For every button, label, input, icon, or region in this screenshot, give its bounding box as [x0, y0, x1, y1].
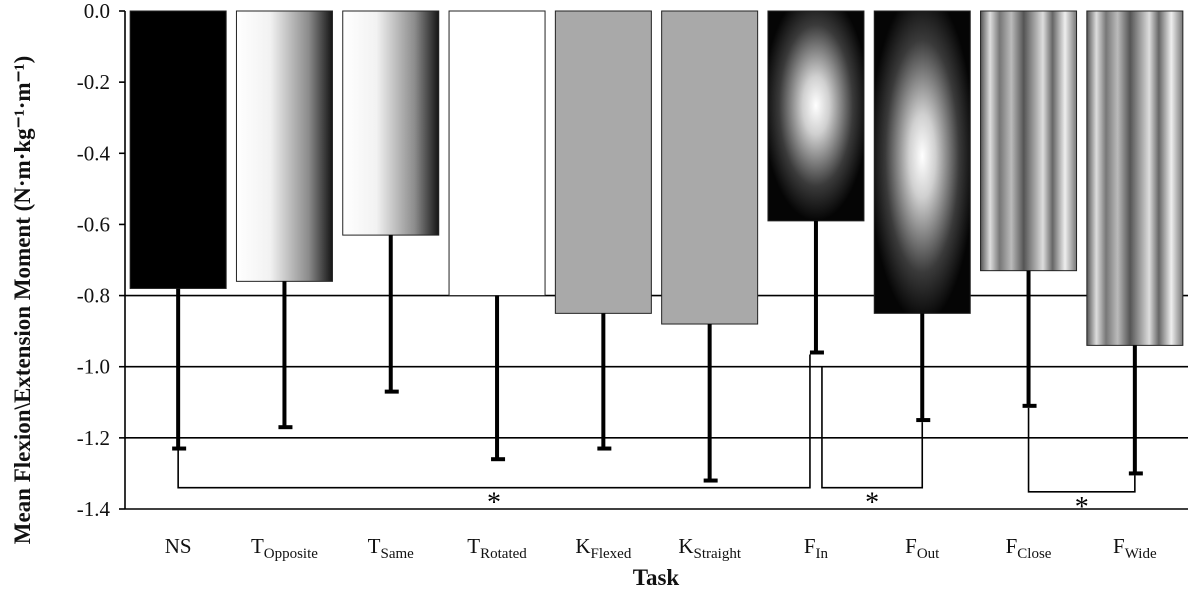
x-category-label: TOpposite: [251, 534, 318, 562]
bars: [129, 10, 1184, 346]
category-subscript: Out: [917, 546, 940, 562]
category-main: T: [467, 534, 480, 558]
bar: [342, 10, 440, 236]
y-tick-label: -0.4: [77, 141, 111, 165]
category-subscript: Straight: [693, 546, 741, 562]
bar: [1086, 10, 1184, 346]
category-subscript: Close: [1017, 546, 1052, 562]
bar: [235, 10, 333, 282]
x-axis-title: Task: [633, 565, 680, 590]
category-main: T: [251, 534, 264, 558]
category-main: NS: [165, 534, 192, 558]
category-main: F: [1006, 534, 1018, 558]
bar: [554, 10, 652, 314]
x-category-label: FOut: [905, 534, 940, 562]
y-tick-label: -0.2: [77, 70, 110, 94]
x-category-label: FWide: [1113, 534, 1157, 562]
category-subscript: Rotated: [480, 546, 527, 562]
category-main: F: [804, 534, 816, 558]
x-category-label: FClose: [1006, 534, 1052, 562]
significance-bracket: [1027, 407, 1136, 493]
significance-brackets: * * *: [177, 354, 1136, 523]
bar: [661, 10, 759, 325]
gridlines: [125, 294, 1188, 439]
y-tick-label: 0.0: [84, 0, 110, 23]
category-subscript: Same: [381, 546, 415, 562]
x-category-label: FIn: [804, 534, 829, 562]
y-tick-label: -1.2: [77, 426, 110, 450]
y-axis-title: Mean Flexion\Extension Moment (N·m·kg⁻¹·…: [10, 56, 35, 544]
category-main: T: [368, 534, 381, 558]
x-category-label: KFlexed: [575, 534, 631, 562]
category-main: F: [905, 534, 917, 558]
x-category-label: NS: [165, 534, 192, 558]
category-main: K: [678, 534, 693, 558]
axes: [119, 10, 1188, 510]
bar: [980, 10, 1078, 272]
bar: [129, 10, 227, 289]
bar: [448, 10, 546, 297]
category-subscript: Opposite: [264, 546, 319, 562]
significance-bracket: [177, 354, 811, 489]
significance-bracket: [821, 366, 924, 489]
x-category-label: KStraight: [678, 534, 742, 562]
y-tick-label: -1.0: [77, 355, 110, 379]
significance-marker: *: [487, 488, 501, 519]
y-tick-label: -0.8: [77, 284, 110, 308]
category-subscript: Flexed: [591, 546, 632, 562]
x-category-label: TRotated: [467, 534, 527, 562]
bar: [873, 10, 971, 314]
x-category-label: TSame: [368, 534, 414, 562]
y-tick-label: -1.4: [77, 497, 111, 521]
category-main: K: [575, 534, 590, 558]
y-tick-label: -0.6: [77, 212, 110, 236]
error-bars: [172, 220, 1143, 483]
y-tick-labels: 0.0 -0.2 -0.4 -0.6 -0.8 -1.0 -1.2 -1.4: [77, 0, 111, 521]
category-subscript: Wide: [1125, 546, 1157, 562]
x-category-labels: NS TOpposite TSame TRotated KFlexed KStraight…: [165, 534, 1157, 562]
category-subscript: In: [816, 546, 829, 562]
significance-marker: *: [1075, 492, 1089, 523]
category-main: F: [1113, 534, 1125, 558]
bar: [767, 10, 865, 222]
significance-marker: *: [865, 488, 879, 519]
